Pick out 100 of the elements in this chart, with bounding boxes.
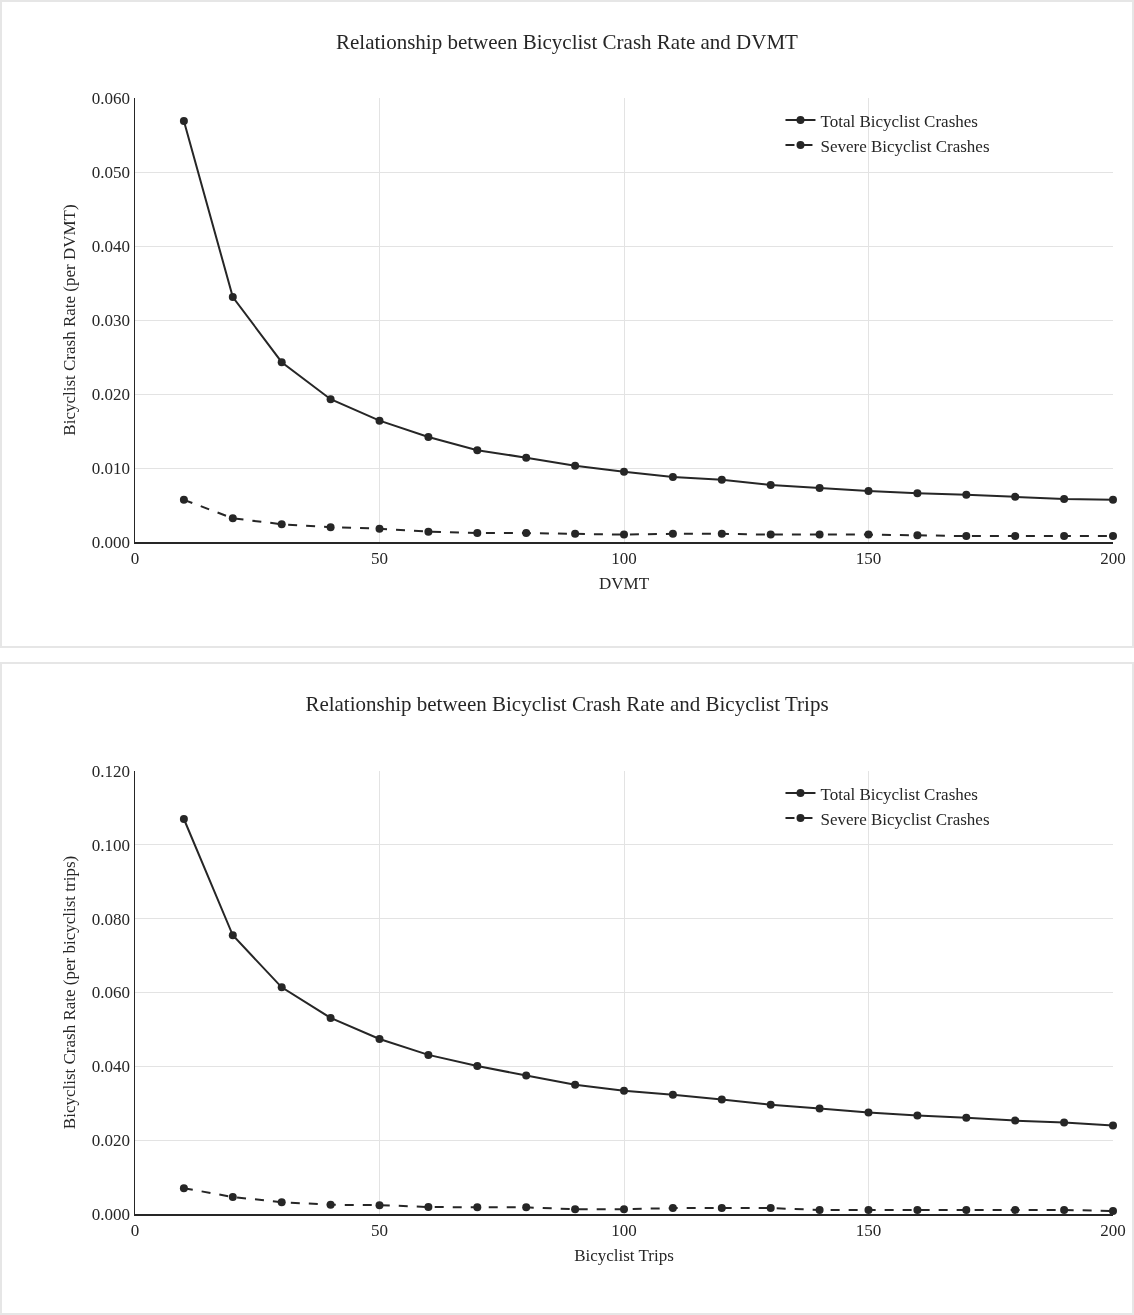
point xyxy=(522,1203,531,1212)
point xyxy=(668,529,677,538)
point xyxy=(1060,532,1069,541)
x-axis-title: Bicyclist Trips xyxy=(574,1246,674,1266)
point xyxy=(326,1200,335,1209)
y-axis-title: Bicyclist Crash Rate (per DVMT) xyxy=(59,204,79,436)
point xyxy=(473,1061,482,1070)
legend-label: Severe Bicyclist Crashes xyxy=(820,809,990,829)
point xyxy=(375,1035,384,1044)
y-tick-label: 0.080 xyxy=(91,909,131,929)
y-tick-label: 0.060 xyxy=(91,88,131,108)
point xyxy=(228,293,237,302)
y-tick-label: 0.000 xyxy=(91,532,131,552)
point xyxy=(326,1013,335,1022)
point xyxy=(179,116,188,125)
point xyxy=(1011,1205,1020,1214)
point xyxy=(473,1203,482,1212)
legend-label: Total Bicyclist Crashes xyxy=(820,784,978,804)
x-tick-label: 100 xyxy=(611,548,637,568)
point xyxy=(1011,532,1020,541)
point xyxy=(962,1205,971,1214)
point xyxy=(326,523,335,532)
point xyxy=(228,1193,237,1202)
y-tick-label: 0.040 xyxy=(91,236,131,256)
point xyxy=(277,1198,286,1207)
point xyxy=(179,814,188,823)
point xyxy=(864,530,873,539)
point xyxy=(620,530,628,539)
point xyxy=(815,530,824,539)
point xyxy=(766,481,775,490)
point xyxy=(913,1111,922,1120)
point xyxy=(277,358,286,367)
point xyxy=(1011,1116,1020,1125)
x-tick-label: 150 xyxy=(855,548,882,568)
x-tick-label: 200 xyxy=(1100,1220,1126,1240)
point xyxy=(1060,1205,1069,1214)
point xyxy=(913,1205,922,1214)
point xyxy=(962,1113,971,1122)
x-axis-title: DVMT xyxy=(598,574,650,594)
point xyxy=(522,529,531,538)
point xyxy=(326,395,335,404)
x-tick-label: 200 xyxy=(1100,548,1126,568)
point xyxy=(766,1204,775,1213)
point xyxy=(815,1104,824,1113)
point xyxy=(228,931,237,940)
point xyxy=(424,432,433,441)
y-tick-label: 0.120 xyxy=(91,761,131,781)
point xyxy=(766,530,775,539)
x-tick-label: 50 xyxy=(371,548,388,568)
x-tick-label: 100 xyxy=(611,1220,637,1240)
y-tick-label: 0.100 xyxy=(91,835,131,855)
point xyxy=(864,1108,873,1117)
point xyxy=(864,486,873,495)
y-tick-label: 0.050 xyxy=(91,162,131,182)
point xyxy=(424,1202,433,1211)
y-tick-label: 0.040 xyxy=(91,1057,131,1077)
point xyxy=(717,475,726,484)
point xyxy=(620,1205,628,1214)
chart-title: Relationship between Bicyclist Crash Rate and Bicyclist Trips xyxy=(305,692,829,717)
point xyxy=(668,472,677,481)
point xyxy=(277,520,286,529)
point xyxy=(717,1204,726,1213)
x-tick-label: 150 xyxy=(855,1220,882,1240)
point xyxy=(424,527,433,536)
y-tick-label: 0.060 xyxy=(91,983,131,1003)
point xyxy=(571,1080,580,1089)
y-tick-label: 0.000 xyxy=(91,1204,131,1224)
y-tick-label: 0.030 xyxy=(91,310,131,330)
point xyxy=(815,1205,824,1214)
point xyxy=(522,453,531,462)
point xyxy=(620,1086,628,1095)
point xyxy=(473,446,482,455)
legend-label: Severe Bicyclist Crashes xyxy=(820,136,990,156)
x-tick-label: 0 xyxy=(130,548,140,568)
point xyxy=(668,1090,677,1099)
point xyxy=(228,514,237,523)
point xyxy=(668,1204,677,1213)
point xyxy=(179,495,188,504)
y-tick-label: 0.020 xyxy=(91,384,131,404)
point xyxy=(913,531,922,540)
point xyxy=(571,529,580,538)
point xyxy=(620,467,628,476)
y-axis-title: Bicyclist Crash Rate (per bicyclist trips) xyxy=(59,855,79,1130)
point xyxy=(766,1100,775,1109)
point xyxy=(473,529,482,538)
point xyxy=(962,490,971,499)
y-tick-label: 0.020 xyxy=(91,1131,131,1151)
point xyxy=(571,1205,580,1214)
x-tick-label: 0 xyxy=(130,1220,140,1240)
point xyxy=(375,1201,384,1210)
point xyxy=(375,416,384,425)
y-tick-label: 0.010 xyxy=(91,458,131,478)
point xyxy=(1011,492,1020,501)
point xyxy=(179,1184,188,1193)
point xyxy=(717,529,726,538)
chart-title: Relationship between Bicyclist Crash Rate and DVMT xyxy=(336,30,799,55)
legend-label: Total Bicyclist Crashes xyxy=(820,111,978,131)
point xyxy=(1060,1118,1069,1127)
point xyxy=(1109,1207,1117,1216)
point xyxy=(1109,495,1117,504)
